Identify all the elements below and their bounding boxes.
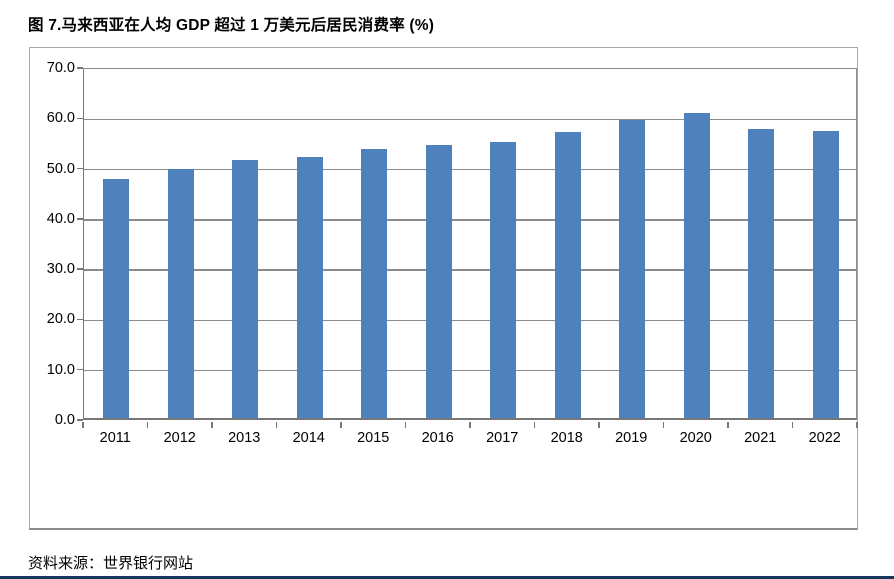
y-tick-label: 10.0	[46, 361, 75, 378]
bottom-rule	[0, 576, 894, 579]
y-tick-label: 70.0	[46, 60, 75, 76]
x-label-2018: 2018	[550, 430, 583, 446]
y-tick-mark	[77, 318, 83, 321]
x-tick-mark	[727, 422, 729, 428]
y-tick-mark	[77, 368, 83, 371]
x-tick-mark	[856, 422, 858, 428]
y-tick-mark	[77, 67, 83, 69]
y-tick-label: 0.0	[54, 412, 75, 428]
gridline	[84, 369, 856, 372]
bar-2016	[425, 144, 452, 418]
x-label-2021: 2021	[744, 430, 777, 446]
y-tick-label: 30.0	[46, 261, 75, 278]
x-axis-labels: 2011 2012 2013 2014 2015 2016 2017 2018 2019 2020…	[83, 430, 857, 446]
x-tick-mark	[404, 422, 407, 428]
x-label-2015: 2015	[357, 430, 390, 446]
x-label-2014: 2014	[292, 430, 325, 446]
gridline	[84, 269, 856, 271]
y-tick-label: 20.0	[46, 311, 75, 328]
x-tick-mark	[146, 422, 149, 428]
x-label-2019: 2019	[615, 430, 648, 446]
y-tick-label: 40.0	[46, 210, 75, 227]
bar-2017	[490, 142, 517, 418]
gridline	[84, 319, 856, 322]
y-tick-mark	[77, 218, 83, 220]
x-label-2011: 2011	[99, 430, 131, 446]
y-tick-mark	[77, 117, 83, 120]
x-label-2013: 2013	[228, 430, 261, 446]
gridline	[84, 219, 856, 221]
bar-2022	[812, 130, 839, 418]
bar-2012	[167, 168, 194, 418]
x-label-2020: 2020	[679, 430, 712, 446]
bar-2011	[103, 178, 130, 418]
x-tick-mark	[82, 422, 84, 428]
x-tick-mark	[791, 422, 794, 428]
plot-area	[83, 68, 857, 420]
bar-2013	[232, 160, 259, 418]
y-tick-label: 60.0	[46, 110, 75, 127]
x-label-2017: 2017	[486, 430, 519, 446]
x-tick-mark	[275, 422, 278, 428]
y-tick-label: 50.0	[46, 160, 75, 177]
bar-2021	[748, 128, 775, 418]
bar-2020	[683, 112, 710, 418]
bar-2014	[296, 156, 323, 418]
y-tick-mark	[77, 268, 83, 270]
chart-frame: 70.0 60.0 50.0 40.0 30.0 20.0 10.0 0.0 2011 2012…	[29, 47, 858, 530]
x-tick-mark	[211, 422, 213, 428]
x-tick-mark	[469, 422, 471, 428]
source-note: 资料来源：世界银行网站	[28, 555, 194, 572]
bar-2019	[619, 119, 646, 418]
x-tick-mark	[598, 422, 600, 428]
x-tick-mark	[533, 422, 536, 428]
y-tick-mark	[77, 419, 83, 421]
bar-2015	[361, 148, 388, 418]
gridline	[84, 168, 856, 171]
gridline	[84, 118, 856, 121]
bar-2018	[554, 131, 581, 418]
x-label-2022: 2022	[808, 430, 841, 446]
x-label-2016: 2016	[421, 430, 454, 446]
x-tick-mark	[662, 422, 665, 428]
y-tick-mark	[77, 167, 83, 170]
x-label-2012: 2012	[163, 430, 196, 446]
x-tick-mark	[340, 422, 342, 428]
page-title: 图 7.马来西亚在人均 GDP 超过 1 万美元后居民消费率 (%)	[28, 17, 435, 34]
